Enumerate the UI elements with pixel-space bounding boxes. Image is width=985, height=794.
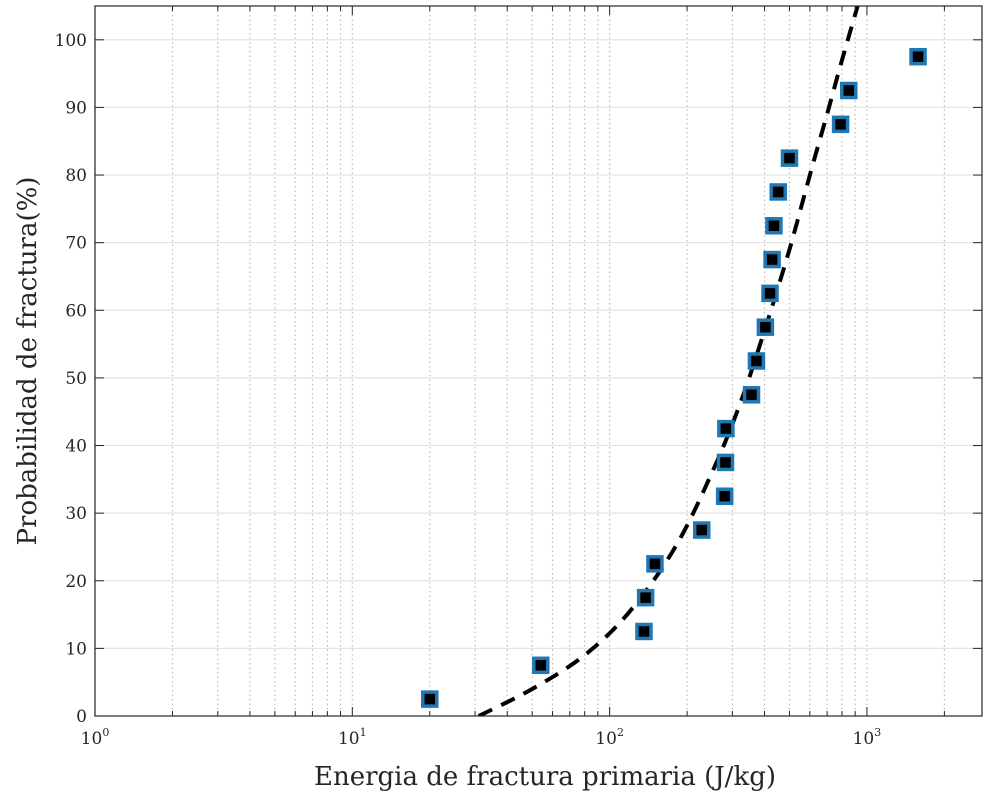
axis-layer (94, 5, 983, 717)
data-point-marker (840, 81, 858, 100)
x-tick-label: 100 (81, 726, 110, 749)
y-tick-label: 70 (65, 234, 87, 254)
y-tick-label: 60 (65, 301, 87, 321)
data-point-marker (769, 183, 787, 201)
data-point-marker (909, 47, 927, 66)
x-tick-label: 102 (595, 726, 624, 749)
y-tick-label: 100 (55, 31, 87, 51)
data-point-marker (780, 149, 799, 167)
marker-layer (421, 47, 927, 708)
data-point-marker (765, 217, 783, 235)
data-point-marker (742, 386, 761, 404)
tick-label-layer: 0 10 20 30 40 50 60 70 80 90 100 100 101 102 103 (55, 31, 882, 749)
y-tick-label: 80 (65, 166, 87, 186)
data-point-marker (715, 487, 734, 505)
data-point-marker (646, 555, 664, 573)
y-tick-label: 40 (65, 437, 87, 457)
fit-line-layer (477, 6, 860, 716)
y-tick-label: 50 (65, 369, 87, 389)
y-axis-label: Probabilidad de fractura(%) (13, 177, 43, 546)
data-point-marker (717, 419, 735, 438)
data-point-marker (635, 622, 653, 641)
plot-background (95, 6, 982, 716)
data-point-marker (532, 656, 550, 675)
data-point-marker (761, 284, 779, 303)
data-point-marker (716, 453, 735, 472)
data-point-marker (636, 588, 655, 607)
data-point-marker (692, 521, 711, 539)
data-point-marker (421, 690, 439, 708)
x-axis-label: Energia de fractura primaria (J/kg) (314, 762, 776, 792)
x-tick-label: 103 (853, 726, 882, 749)
data-point-marker (747, 352, 766, 370)
data-point-marker (763, 250, 781, 269)
data-point-marker (831, 115, 850, 134)
y-tick-label: 0 (76, 707, 87, 727)
y-tick-label: 10 (65, 639, 87, 659)
y-tick-label: 20 (65, 572, 87, 592)
fit-curve (477, 6, 860, 716)
plot-frame (94, 5, 983, 717)
grid-layer (94, 6, 982, 716)
x-tick-label: 101 (338, 726, 367, 749)
y-tick-label: 30 (65, 504, 87, 524)
data-point-marker (756, 318, 775, 336)
y-tick-label: 90 (65, 98, 87, 118)
